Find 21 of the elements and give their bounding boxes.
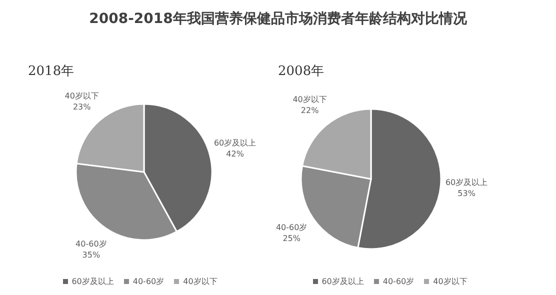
data-label: 23% xyxy=(72,102,92,112)
data-label: 53% xyxy=(458,189,476,198)
chart-subtitle: 2018年 xyxy=(28,63,74,80)
legend-label: 40岁以下 xyxy=(433,277,468,286)
slice-label: 40-60岁 xyxy=(276,222,308,232)
chart-subtitle: 2008年 xyxy=(278,63,324,80)
slice-label: 40-60岁 xyxy=(76,240,107,249)
legend-label: 60岁及以上 xyxy=(72,277,114,286)
data-label: 22% xyxy=(300,106,320,116)
slice-label: 40岁以下 xyxy=(64,91,99,100)
legend-label: 40-60岁 xyxy=(382,277,414,286)
data-label: 35% xyxy=(82,250,100,260)
data-label: 42% xyxy=(226,150,244,159)
chart-title: 2008-2018年我国营养保健品市场消费者年龄结构对比情况 xyxy=(88,10,468,28)
slice-label: 60岁及以上 xyxy=(445,178,488,188)
slice-label: 40岁以下 xyxy=(292,95,327,104)
slice-label: 60岁及以上 xyxy=(214,138,256,148)
legend-label: 40岁以下 xyxy=(183,277,218,286)
legend-label: 60岁及以上 xyxy=(322,277,364,286)
data-label: 25% xyxy=(282,234,301,243)
legend-label: 40-60岁 xyxy=(132,277,164,286)
